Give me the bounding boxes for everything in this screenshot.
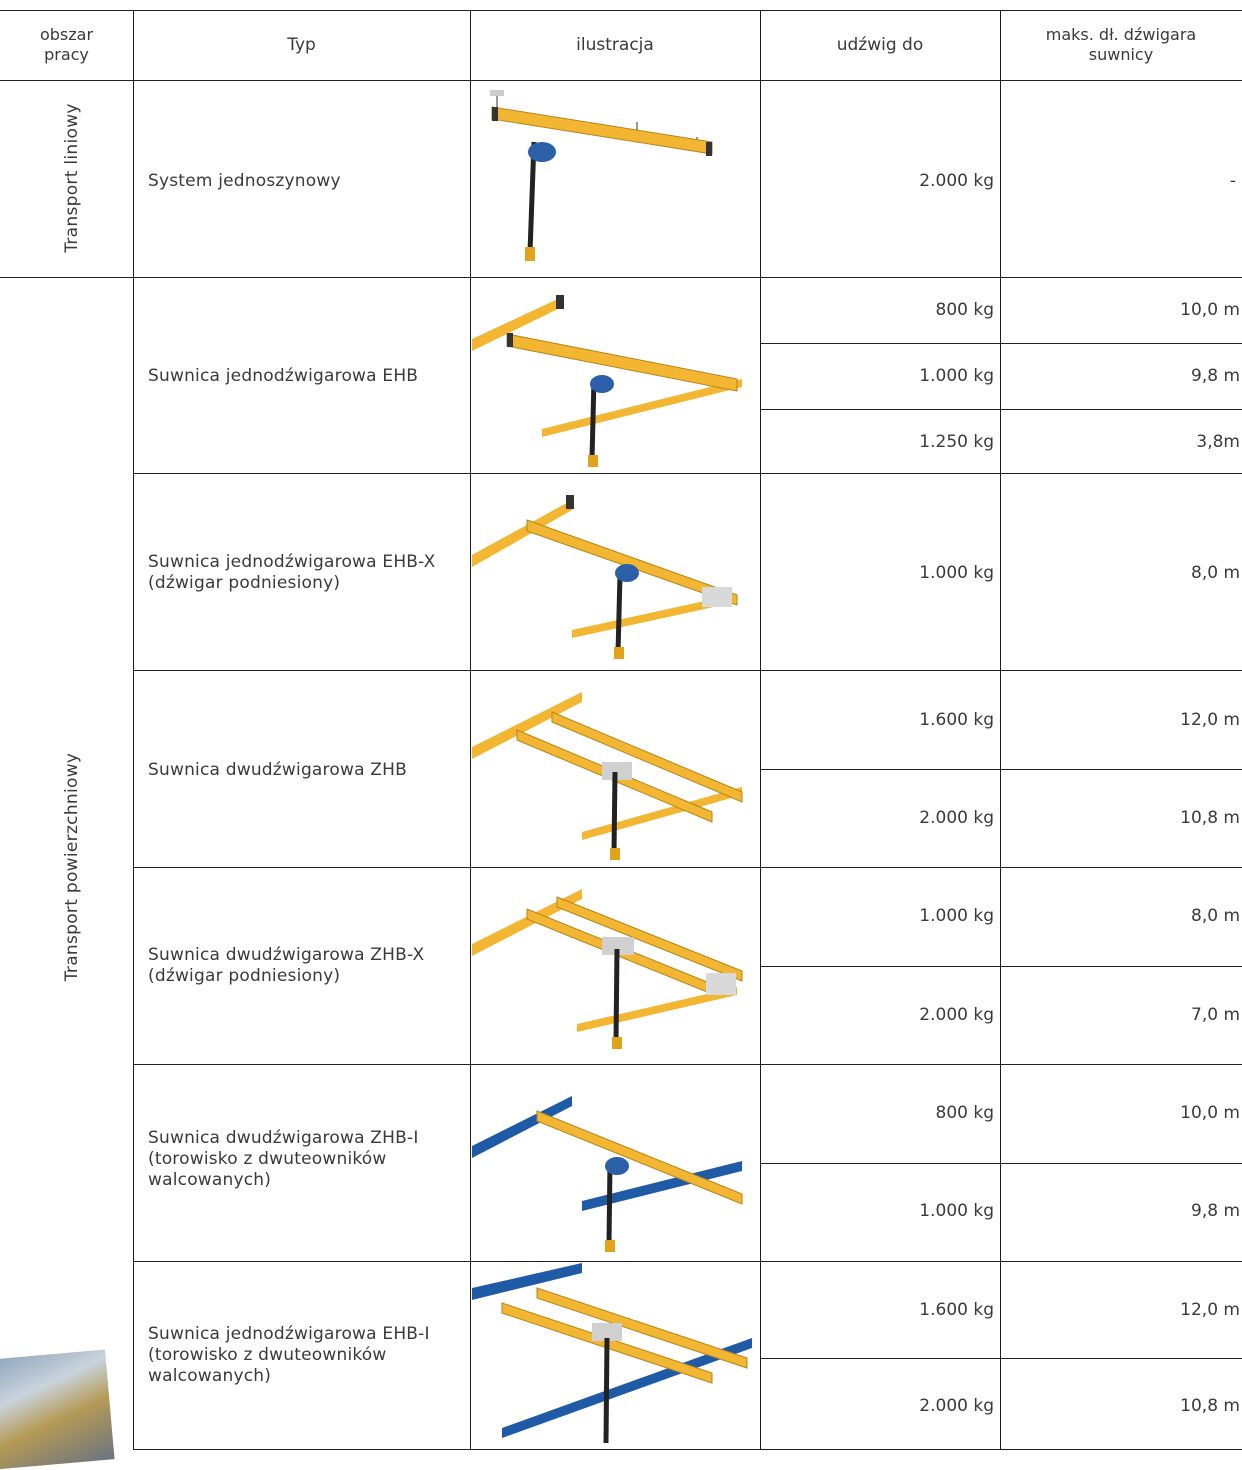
capacity-value: 1.000 kg — [919, 1201, 994, 1221]
monorail-illustration — [490, 90, 713, 261]
span-value: 10,8 m — [1180, 1396, 1240, 1416]
span-value: 12,0 m — [1180, 710, 1240, 730]
area-linear-label: Transport liniowy — [62, 103, 82, 253]
header-capacity: udźwig do — [836, 35, 924, 55]
capacity-value: 1.000 kg — [919, 366, 994, 386]
header-area: obszar pracy — [39, 25, 94, 64]
subrow-divider — [760, 409, 1242, 410]
capacity-value: 800 kg — [935, 1103, 995, 1123]
type-ehb-x: Suwnica jednodźwigarowa EHB-X (dźwigar p… — [148, 552, 436, 593]
subrow-divider — [760, 1358, 1242, 1359]
span-value: 10,8 m — [1180, 808, 1240, 828]
span-value: 7,0 m — [1191, 1005, 1240, 1025]
span-value: 9,8 m — [1191, 1201, 1240, 1221]
capacity-value: 800 kg — [935, 300, 995, 320]
crane-photo-thumbnail — [0, 1349, 115, 1470]
header-illustration: ilustracja — [576, 35, 654, 55]
span-value: 8,0 m — [1191, 906, 1240, 926]
type-zhb-x: Suwnica dwudźwigarowa ZHB-X (dźwigar pod… — [148, 945, 425, 986]
capacity-value: 2.000 kg — [919, 1396, 994, 1416]
subrow-divider — [760, 769, 1242, 770]
subrow-divider — [760, 966, 1242, 967]
row-divider — [133, 1261, 1242, 1262]
span-value: - — [1229, 171, 1236, 191]
subrow-divider — [760, 343, 1242, 344]
double-girder-i-beam-crane-illustration — [472, 1096, 743, 1252]
row-divider — [133, 670, 1242, 671]
double-girder-raised-crane-illustration — [472, 889, 743, 1049]
double-girder-crane-illustration — [472, 692, 743, 860]
type-zhb: Suwnica dwudźwigarowa ZHB — [148, 760, 407, 780]
type-zhb-i: Suwnica dwudźwigarowa ZHB-I (torowisko z… — [148, 1128, 419, 1190]
table-top-border — [0, 10, 1242, 11]
span-value: 10,0 m — [1180, 300, 1240, 320]
span-value: 10,0 m — [1180, 1103, 1240, 1123]
capacity-value: 1.000 kg — [919, 563, 994, 583]
capacity-value: 2.000 kg — [919, 1005, 994, 1025]
capacity-value: 2.000 kg — [919, 171, 994, 191]
span-value: 8,0 m — [1191, 563, 1240, 583]
single-girder-i-beam-crane-illustration — [472, 1263, 752, 1444]
header-type: Typ — [287, 35, 316, 55]
capacity-value: 1.600 kg — [919, 1300, 994, 1320]
subrow-divider — [760, 1163, 1242, 1164]
span-value: 3,8m — [1196, 432, 1240, 452]
column-divider — [133, 10, 134, 1450]
capacity-value: 1.600 kg — [919, 710, 994, 730]
type-ehb: Suwnica jednodźwigarowa EHB — [148, 366, 419, 386]
single-girder-raised-crane-illustration — [472, 495, 738, 659]
row-divider — [133, 1064, 1242, 1065]
single-girder-crane-illustration — [472, 295, 742, 467]
column-divider — [470, 10, 471, 1450]
span-value: 9,8 m — [1191, 366, 1240, 386]
span-value: 12,0 m — [1180, 1300, 1240, 1320]
capacity-value: 1.000 kg — [919, 906, 994, 926]
column-divider — [1000, 10, 1001, 1450]
section-divider — [0, 277, 1242, 278]
area-surface-label: Transport powierzchniowy — [62, 752, 82, 982]
header-bottom-border — [0, 80, 1242, 81]
type-ehb-i: Suwnica jednodźwigarowa EHB-I (torowisko… — [148, 1324, 430, 1386]
row-divider — [133, 867, 1242, 868]
type-monorail: System jednoszynowy — [148, 171, 341, 191]
row-divider — [133, 473, 1242, 474]
header-span: maks. dł. dźwigara suwnicy — [1045, 25, 1197, 64]
capacity-value: 1.250 kg — [919, 432, 994, 452]
capacity-value: 2.000 kg — [919, 808, 994, 828]
column-divider — [760, 10, 761, 1450]
